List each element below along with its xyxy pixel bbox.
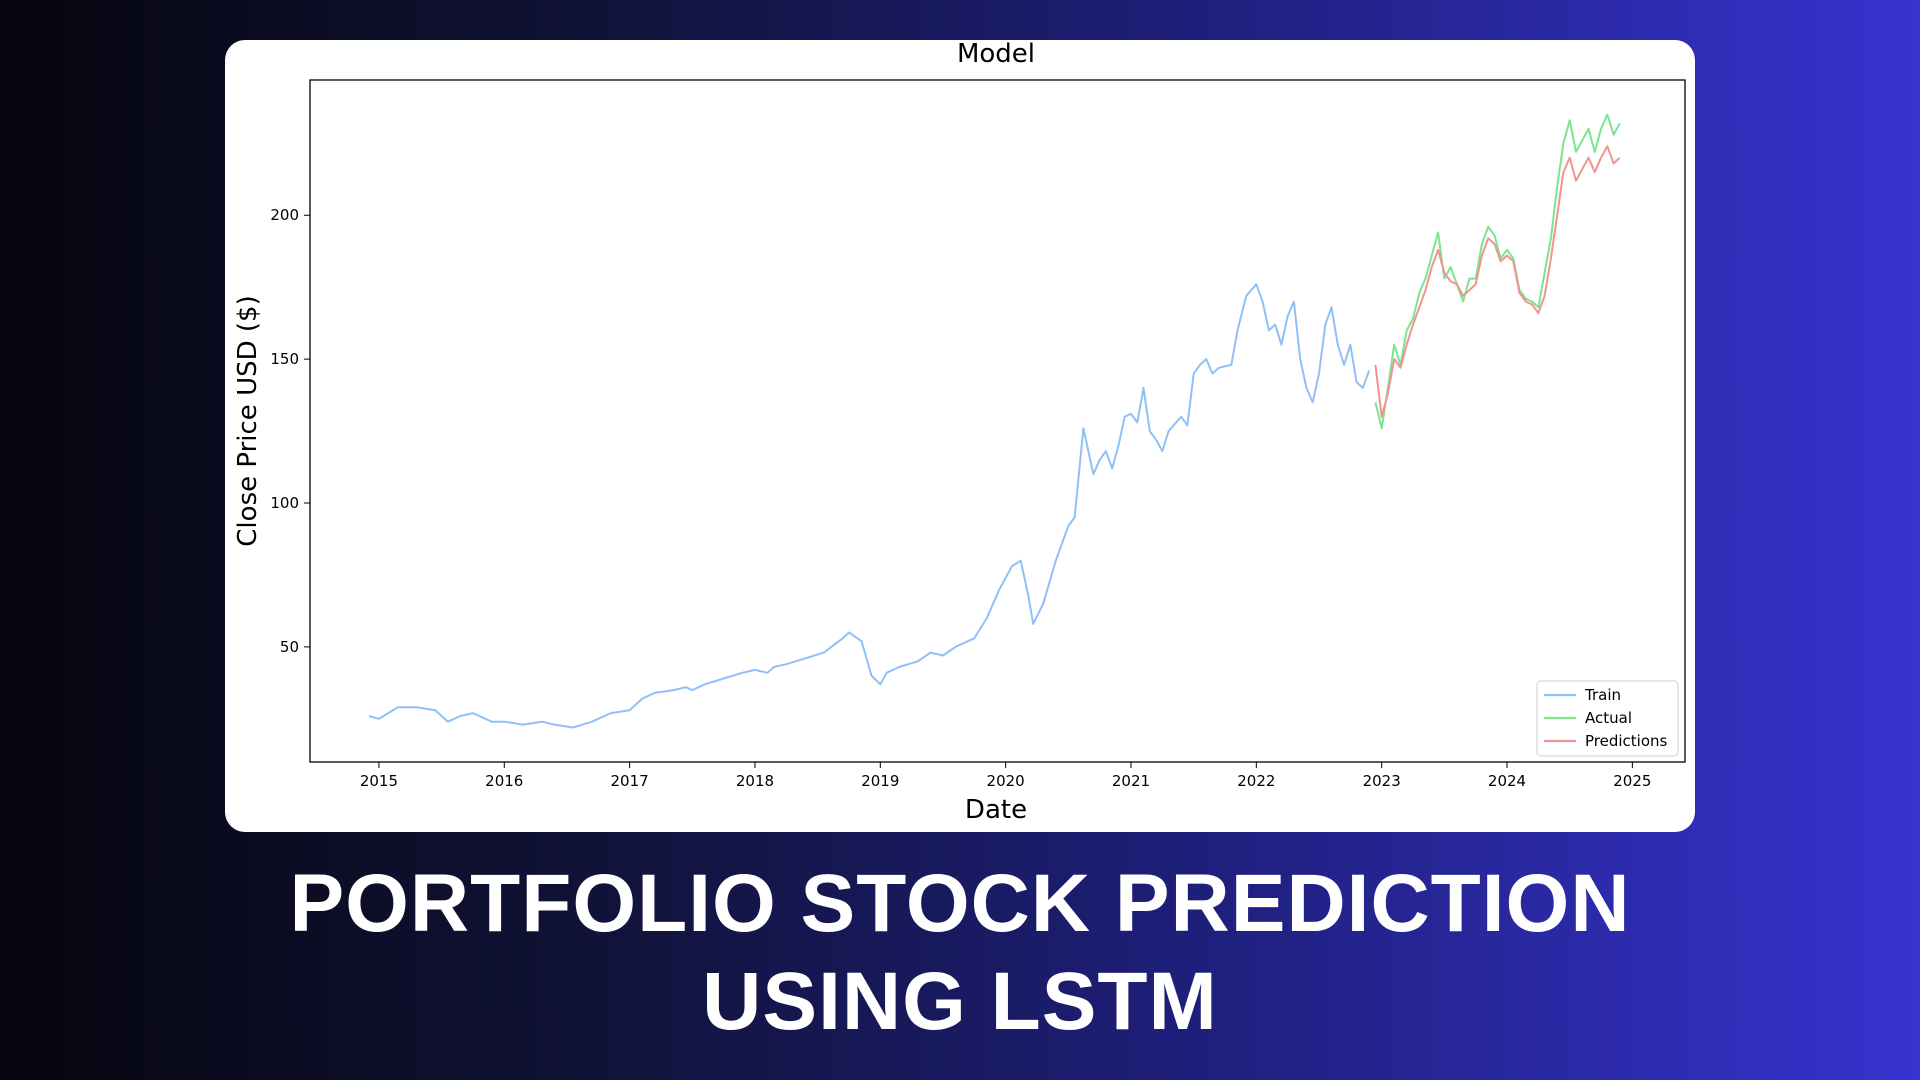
x-tick-label: 2019 bbox=[861, 772, 899, 790]
legend-train-label: Train bbox=[1584, 686, 1621, 704]
y-tick-label: 200 bbox=[270, 206, 299, 224]
legend: Train Actual Predictions bbox=[1536, 680, 1679, 757]
chart-title: Model bbox=[957, 40, 1035, 69]
plot-frame bbox=[309, 79, 1686, 763]
headline-line-1: PORTFOLIO STOCK PREDICTION bbox=[289, 858, 1631, 949]
series-train-line bbox=[368, 283, 1371, 729]
x-tick-label: 2016 bbox=[485, 772, 523, 790]
x-tick-label: 2023 bbox=[1363, 772, 1401, 790]
x-tick-label: 2018 bbox=[736, 772, 774, 790]
chart-svg: Model 2015 2016 2017 2018 2019 2020 2021 2022 20… bbox=[233, 40, 1686, 825]
x-axis-label: Date bbox=[965, 795, 1027, 825]
series-layer bbox=[368, 113, 1621, 729]
series-predictions-line bbox=[1374, 145, 1621, 418]
x-tick-label: 2025 bbox=[1613, 772, 1651, 790]
legend-box bbox=[1536, 680, 1679, 757]
y-tick-label: 50 bbox=[280, 638, 299, 656]
y-axis-ticks: 50 100 150 200 bbox=[270, 206, 310, 656]
x-tick-label: 2017 bbox=[611, 772, 649, 790]
headline-line-2: USING LSTM bbox=[702, 956, 1218, 1047]
y-axis-label: Close Price USD ($) bbox=[233, 295, 263, 546]
legend-predictions-label: Predictions bbox=[1585, 732, 1668, 750]
x-tick-label: 2020 bbox=[987, 772, 1025, 790]
y-tick-label: 100 bbox=[270, 494, 299, 512]
x-tick-label: 2015 bbox=[360, 772, 398, 790]
chart-card: Model 2015 2016 2017 2018 2019 2020 2021 2022 20… bbox=[225, 40, 1695, 832]
y-tick-label: 150 bbox=[270, 350, 299, 368]
legend-actual-label: Actual bbox=[1585, 709, 1632, 727]
series-actual-line bbox=[1374, 113, 1621, 430]
x-tick-label: 2024 bbox=[1488, 772, 1526, 790]
x-tick-label: 2021 bbox=[1112, 772, 1150, 790]
x-tick-label: 2022 bbox=[1237, 772, 1275, 790]
x-axis-ticks: 2015 2016 2017 2018 2019 2020 2021 2022 2023 2024… bbox=[360, 762, 1651, 790]
headline: PORTFOLIO STOCK PREDICTION USING LSTM bbox=[0, 855, 1920, 1051]
